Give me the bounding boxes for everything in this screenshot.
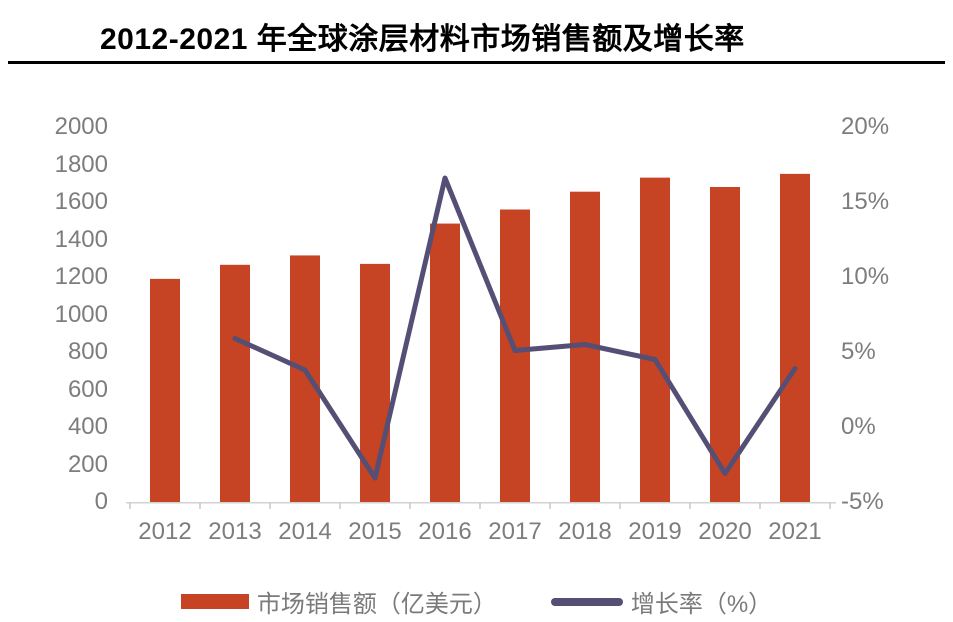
left-axis-label-1600: 1600	[54, 188, 108, 215]
bar-2014	[290, 255, 320, 502]
x-axis-label-2016: 2016	[418, 518, 472, 545]
right-axis-label-5%: 5%	[841, 338, 876, 365]
bar-2019	[640, 177, 670, 502]
chart-area: 0 200 400 600 800 1000 1200 1400 1600 1800 2000 -5%…	[0, 70, 953, 550]
left-axis-label-800: 800	[67, 338, 108, 365]
right-axis-label-0%: 0%	[841, 413, 876, 440]
bar-2013	[220, 264, 250, 502]
left-axis-label-600: 600	[67, 375, 108, 403]
x-axis-label-2012: 2012	[138, 518, 192, 545]
x-axis-label-2021: 2021	[768, 518, 822, 545]
left-axis-label-0: 0	[94, 488, 108, 515]
bar-2021	[780, 173, 810, 502]
x-axis-label-2017: 2017	[488, 518, 542, 545]
x-axis-label-2013: 2013	[208, 518, 262, 545]
bar-2012	[150, 278, 180, 502]
left-axis-label-1400: 1400	[54, 225, 108, 253]
left-axis-label-2000: 2000	[54, 113, 108, 140]
x-axis-label-2014: 2014	[278, 518, 332, 545]
legend-bar-label: 市场销售额（亿美元）	[256, 591, 497, 618]
combo-chart-plot	[126, 173, 836, 509]
bar-2020	[710, 187, 740, 502]
legend-line-swatch	[550, 597, 623, 606]
legend-line-label: 增长率（%）	[630, 591, 773, 618]
chart-title: 2012-2021 年全球涂层材料市场销售额及增长率	[100, 23, 745, 56]
title-divider	[8, 61, 945, 64]
left-axis-label-200: 200	[67, 450, 108, 478]
x-axis-label-2019: 2019	[628, 518, 682, 545]
right-axis-label-20%: 20%	[841, 113, 890, 140]
left-axis-label-1000: 1000	[54, 300, 108, 328]
x-axis-label-2015: 2015	[348, 518, 402, 545]
x-axis-label-2020: 2020	[698, 518, 752, 545]
left-axis-label-1200: 1200	[54, 263, 108, 290]
legend-bar-swatch	[180, 594, 249, 609]
left-axis-label-1800: 1800	[54, 150, 108, 178]
growth-line	[232, 175, 798, 481]
x-axis-label-2018: 2018	[558, 518, 612, 545]
right-axis-label--5%: -5%	[841, 488, 884, 515]
bar-2017	[500, 209, 530, 502]
chart-legend: 市场销售额（亿美元） 增长率（%）	[0, 584, 953, 619]
bar-2016	[430, 223, 460, 502]
left-axis-label-400: 400	[67, 413, 108, 440]
right-axis-label-15%: 15%	[841, 188, 890, 215]
right-axis-label-10%: 10%	[841, 263, 890, 290]
